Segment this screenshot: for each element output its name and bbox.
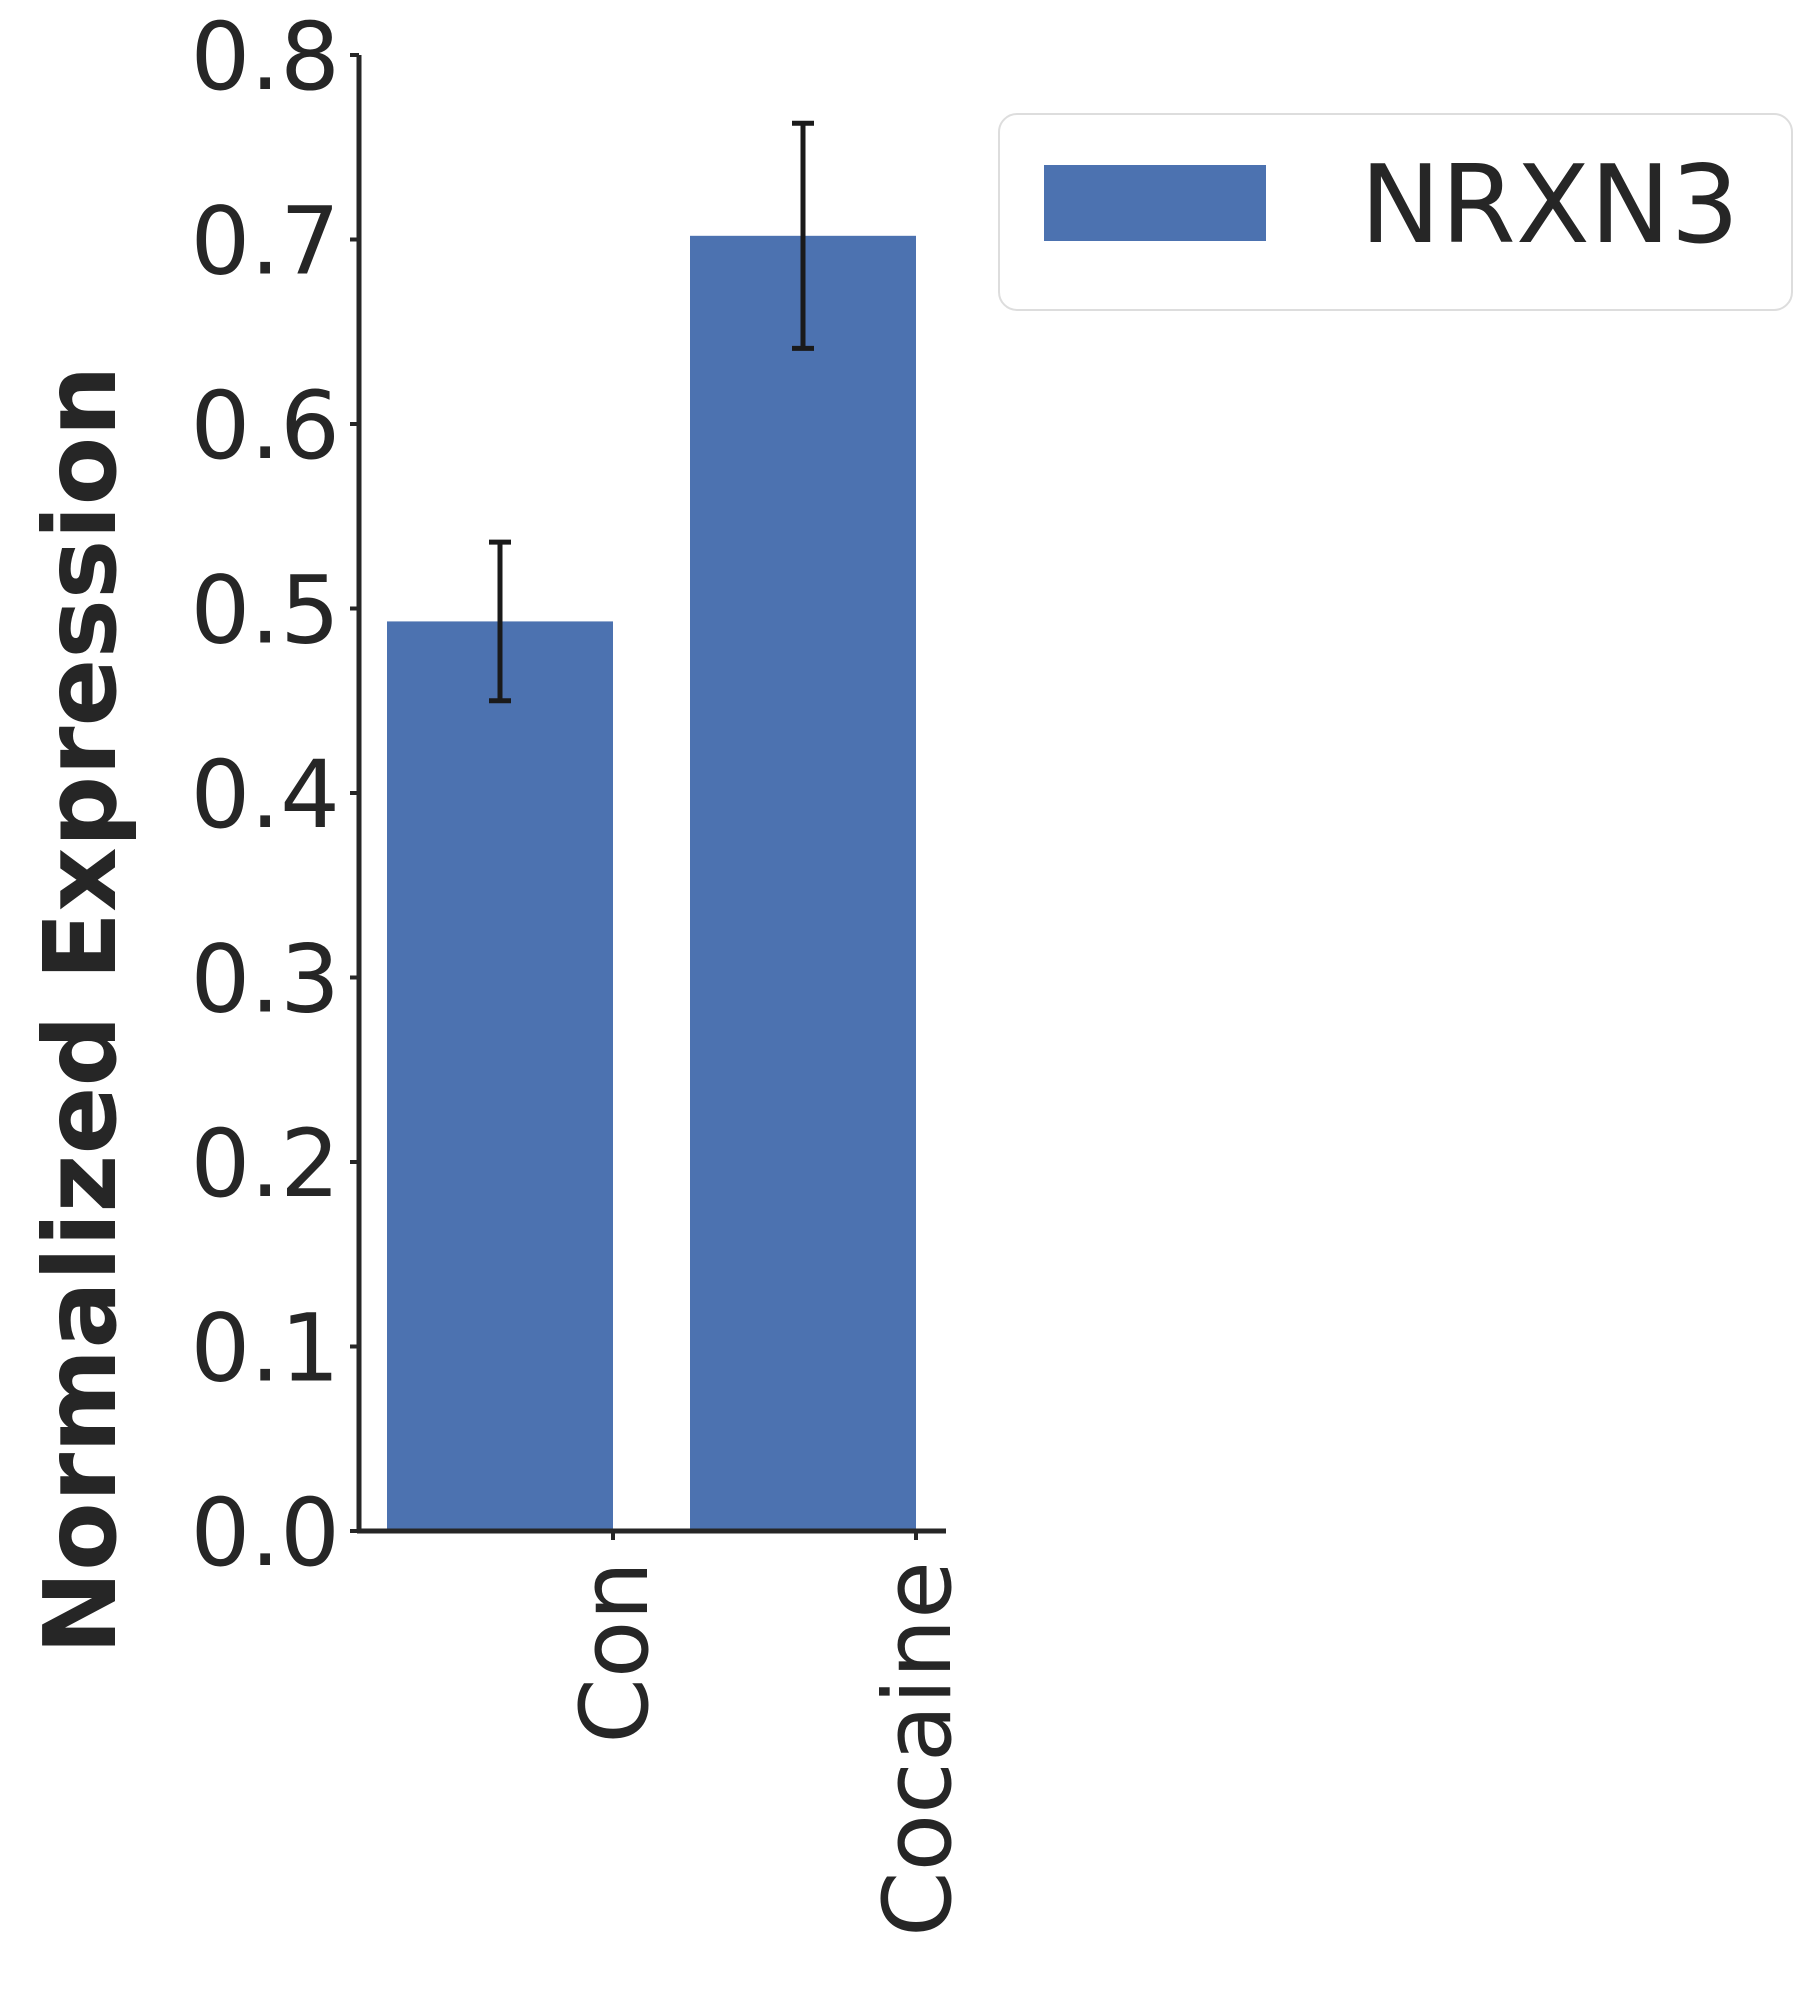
x-axis-ticks: Con Cocaine [561,1531,973,1937]
x-tick-label-cocaine: Cocaine [864,1561,973,1937]
y-tick-label: 0.8 [191,3,341,112]
y-tick-label: 0.4 [191,741,341,850]
y-axis-ticks: 0.0 0.1 0.2 0.3 0.4 0.5 0.6 0.7 0.8 [191,3,359,1588]
bar-con [387,621,613,1531]
bars [387,235,916,1531]
error-bars [489,120,814,704]
y-tick-label: 0.3 [191,926,341,1035]
error-bar-con [489,539,511,704]
x-tick-label-con: Con [561,1561,670,1744]
y-tick-label: 0.0 [191,1479,341,1588]
legend: NRXN3 [998,113,1793,311]
y-tick-label: 0.6 [191,372,341,481]
y-tick-label: 0.1 [191,1295,341,1404]
legend-frame [998,113,1793,311]
y-tick-label: 0.7 [191,188,341,297]
legend-label-nrxn3: NRXN3 [1360,143,1739,268]
y-tick-label: 0.2 [191,1110,341,1219]
error-bar-cocaine [792,120,814,351]
bar-cocaine [690,235,916,1531]
y-axis-label: Normalized Expression [22,365,139,1654]
y-tick-label: 0.5 [191,557,341,666]
legend-swatch-nrxn3 [1044,165,1266,241]
